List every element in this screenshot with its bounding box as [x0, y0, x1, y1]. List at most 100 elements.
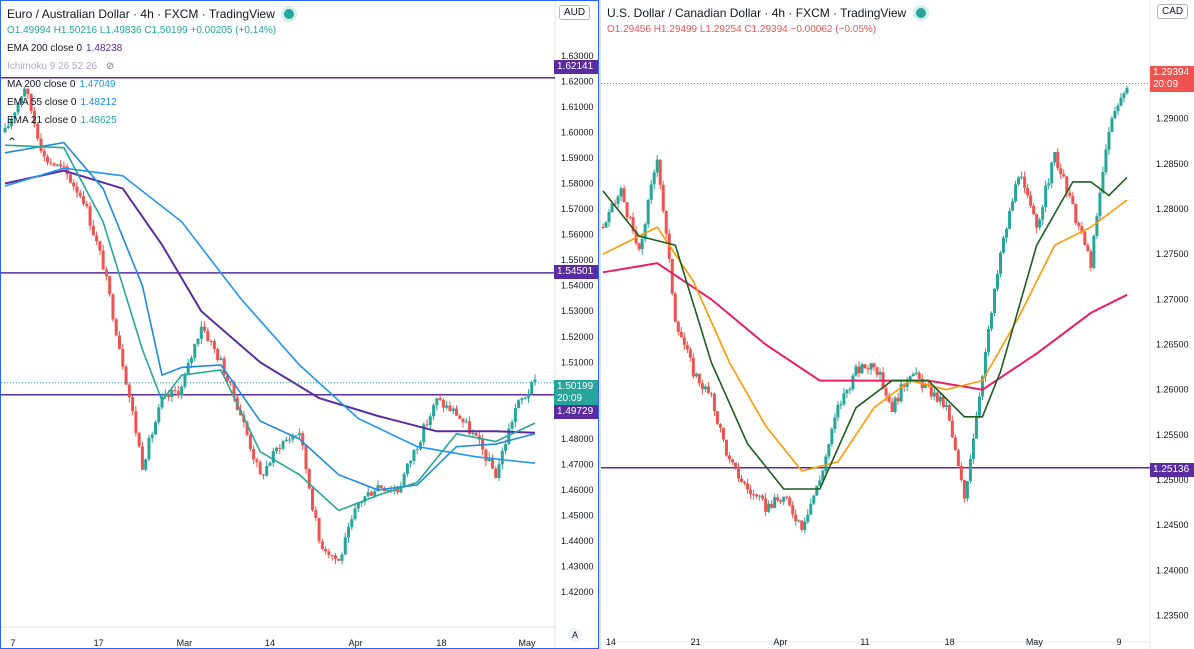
candle-body — [1041, 207, 1045, 220]
price-tick-label: 1.42000 — [561, 587, 594, 597]
candle-body — [836, 404, 840, 418]
candle-body — [490, 457, 494, 469]
indicator-ema200[interactable]: EMA 200 close 0 1.48238 — [7, 43, 123, 54]
usdcad-chart-pane[interactable]: 1.295001.290001.285001.280001.275001.270… — [601, 0, 1194, 649]
candle-body — [507, 428, 511, 445]
candle-body — [1011, 201, 1015, 211]
candle-body — [75, 186, 79, 193]
indicator-ichimoku[interactable]: Ichimoku 9 26 52 26 ⊘ — [7, 61, 115, 72]
price-tick-label: 1.53000 — [561, 306, 594, 316]
collapse-chevron-up-icon[interactable]: ⌃ — [7, 135, 18, 149]
hidden-eye-icon[interactable]: ⊘ — [105, 61, 115, 72]
candle-body — [216, 348, 220, 361]
price-tick-label: 1.57000 — [561, 204, 594, 214]
pane-divider[interactable] — [599, 0, 601, 649]
symbol-title: Euro / Australian Dollar · 4h · FXCM · T… — [7, 7, 275, 21]
candle-body — [167, 393, 171, 397]
time-tick-label: May — [518, 638, 536, 648]
candle-body — [454, 408, 458, 416]
candle-body — [55, 164, 59, 166]
price-tick-label: 1.48000 — [561, 434, 594, 444]
candle-body — [281, 441, 285, 449]
candle-body — [42, 151, 46, 157]
candle-body — [899, 384, 903, 402]
candle-body — [1065, 176, 1069, 193]
candle-body — [500, 450, 504, 465]
candle-body — [304, 445, 308, 470]
candle-body — [170, 390, 174, 397]
candle-body — [1107, 131, 1111, 150]
indicator-ema55[interactable]: EMA 55 close 0 1.48212 — [7, 97, 117, 108]
candle-body — [676, 321, 680, 332]
candle-body — [131, 397, 135, 412]
candle-body — [88, 206, 92, 226]
candle-body — [764, 498, 768, 512]
candle-body — [6, 125, 10, 129]
auto-scale-button[interactable]: A — [568, 628, 582, 642]
candle-body — [694, 373, 698, 377]
candle-body — [232, 382, 236, 398]
candle-body — [893, 397, 897, 412]
time-tick-label: Mar — [177, 638, 193, 648]
candle-body — [386, 489, 390, 492]
candle-body — [845, 389, 849, 394]
candle-body — [396, 489, 400, 493]
candle-body — [307, 469, 311, 489]
price-tick-label: 1.46000 — [561, 485, 594, 495]
candle-body — [222, 358, 226, 376]
candle-body — [697, 373, 701, 384]
candle-body — [108, 276, 112, 295]
candle-body — [26, 88, 30, 95]
candle-body — [1044, 185, 1048, 208]
euraud-chart-pane[interactable]: 1.63000 1.62000 1.61000 1.60000 1.59000 1.580… — [0, 0, 599, 649]
candle-body — [137, 432, 141, 447]
candle-body — [252, 448, 256, 460]
candle-body — [1116, 105, 1120, 111]
price-tick-label: 1.26500 — [1156, 340, 1189, 350]
currency-button[interactable]: CAD — [1157, 4, 1189, 19]
candle-body — [797, 520, 801, 522]
candle-body — [301, 433, 305, 446]
candle-body — [1050, 162, 1054, 184]
euraud-chart[interactable]: 1.63000 1.62000 1.61000 1.60000 1.59000 1.580… — [1, 1, 599, 649]
last-price-tag: 1.29394 — [1150, 66, 1194, 80]
candle-body — [530, 381, 534, 394]
currency-button[interactable]: AUD — [559, 5, 591, 20]
candle-body — [320, 541, 324, 549]
chart-header: Euro / Australian Dollar · 4h · FXCM · T… — [7, 7, 295, 21]
candle-body — [869, 363, 873, 370]
candle-body — [1005, 228, 1009, 238]
candle-body — [884, 388, 888, 396]
candle-body — [124, 366, 128, 385]
candle-body — [743, 481, 747, 484]
candle-body — [65, 166, 69, 175]
candle-body — [504, 444, 508, 451]
candle-body — [199, 326, 203, 339]
candle-body — [752, 494, 756, 496]
indicator-ema21[interactable]: EMA 21 close 0 1.48625 — [7, 115, 117, 126]
candle-body — [761, 495, 765, 499]
usdcad-chart[interactable]: 1.295001.290001.285001.280001.275001.270… — [601, 0, 1194, 649]
countdown-tag: 20:09 — [554, 392, 598, 406]
candle-body — [1014, 184, 1018, 202]
candle-body — [402, 473, 406, 486]
candle-body — [959, 465, 963, 480]
candle-body — [911, 374, 915, 377]
candle-body — [866, 368, 870, 370]
candle-body — [314, 510, 318, 519]
candle-body — [616, 196, 620, 204]
indicator-ma200[interactable]: MA 200 close 0 1.47049 — [7, 79, 116, 90]
candle-body — [23, 88, 27, 97]
price-tick-label: 1.28500 — [1156, 159, 1189, 169]
candle-body — [369, 492, 373, 496]
candle-body — [1026, 187, 1030, 196]
candle-body — [818, 480, 822, 486]
candle-body — [791, 505, 795, 515]
candle-body — [721, 427, 725, 440]
candle-body — [36, 123, 40, 139]
price-tick-label: 1.60000 — [561, 127, 594, 137]
price-tick-label: 1.56000 — [561, 230, 594, 240]
candle-body — [770, 503, 774, 508]
candle-body — [691, 357, 695, 377]
candle-body — [471, 432, 475, 434]
